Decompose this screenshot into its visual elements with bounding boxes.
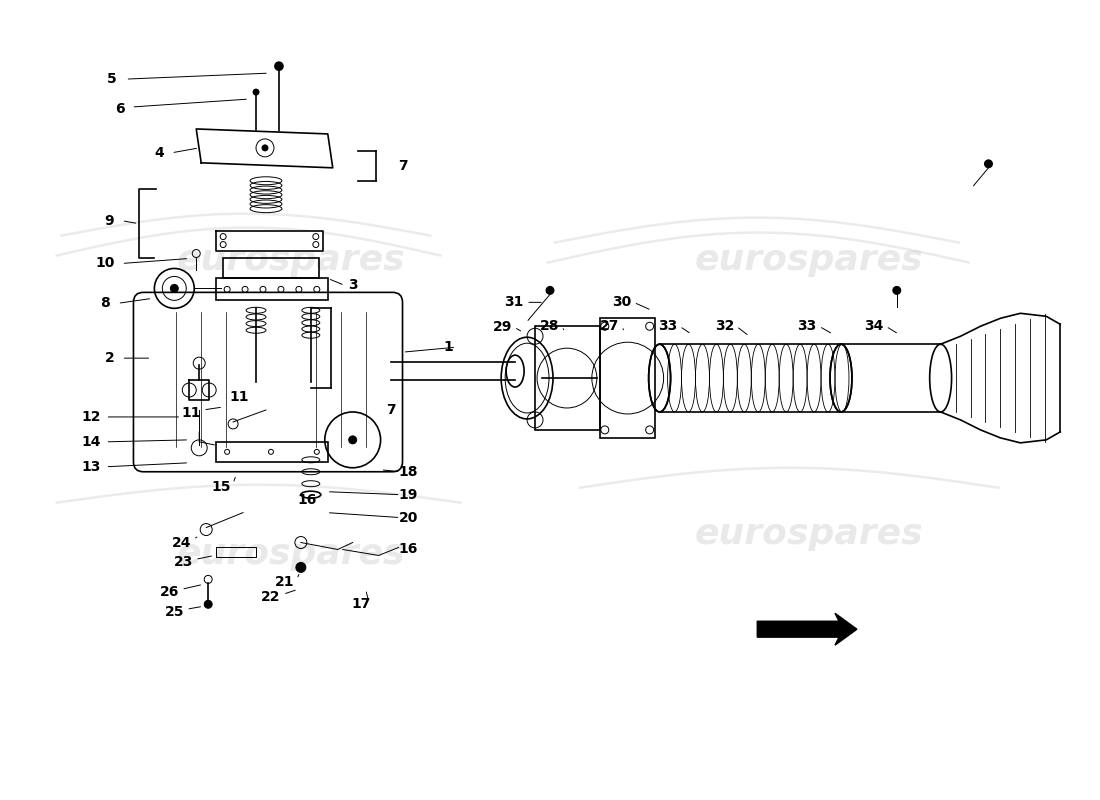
Text: 21: 21 <box>275 575 295 590</box>
Text: 3: 3 <box>348 278 358 292</box>
Circle shape <box>262 145 268 151</box>
Circle shape <box>170 285 178 292</box>
Text: 29: 29 <box>493 320 512 334</box>
Text: 17: 17 <box>351 598 371 611</box>
Text: 4: 4 <box>154 146 164 160</box>
Text: eurospares: eurospares <box>694 518 923 551</box>
Bar <box>217 442 328 462</box>
Circle shape <box>893 286 901 294</box>
Text: 28: 28 <box>540 319 560 334</box>
Text: 7: 7 <box>398 159 407 173</box>
Polygon shape <box>757 614 857 645</box>
Text: 7: 7 <box>386 403 395 417</box>
Text: 14: 14 <box>81 435 101 449</box>
Circle shape <box>984 160 992 168</box>
Text: 26: 26 <box>160 586 179 599</box>
Bar <box>217 278 328 300</box>
Text: 31: 31 <box>505 295 524 310</box>
Bar <box>223 258 319 278</box>
Text: 12: 12 <box>81 410 101 424</box>
Text: 1: 1 <box>443 340 453 354</box>
Text: 11: 11 <box>182 406 201 420</box>
Text: 25: 25 <box>165 606 184 619</box>
Bar <box>600 318 654 438</box>
Text: 27: 27 <box>601 319 619 334</box>
FancyBboxPatch shape <box>133 292 403 472</box>
Circle shape <box>253 89 258 95</box>
Circle shape <box>546 286 554 294</box>
Text: 18: 18 <box>398 465 418 478</box>
Text: 10: 10 <box>96 257 115 270</box>
Text: 13: 13 <box>81 460 101 474</box>
Text: 34: 34 <box>865 319 883 334</box>
Circle shape <box>205 600 212 608</box>
Text: 22: 22 <box>261 590 280 604</box>
Text: eurospares: eurospares <box>694 243 923 278</box>
Text: 20: 20 <box>399 510 418 525</box>
Text: 16: 16 <box>399 542 418 557</box>
Text: 30: 30 <box>612 295 631 310</box>
Bar <box>535 326 600 430</box>
Polygon shape <box>196 129 333 168</box>
Text: 9: 9 <box>104 214 114 228</box>
Text: 11: 11 <box>229 390 249 404</box>
Text: 5: 5 <box>107 72 117 86</box>
Text: eurospares: eurospares <box>176 538 405 571</box>
Text: 33: 33 <box>658 319 678 334</box>
Text: 16: 16 <box>297 493 317 506</box>
Text: eurospares: eurospares <box>176 243 405 278</box>
Text: 24: 24 <box>172 535 191 550</box>
Text: 6: 6 <box>114 102 124 116</box>
Circle shape <box>349 436 356 444</box>
Polygon shape <box>217 230 322 250</box>
Text: 15: 15 <box>211 480 231 494</box>
Text: 8: 8 <box>100 296 109 310</box>
Text: 33: 33 <box>798 319 816 334</box>
Circle shape <box>296 562 306 572</box>
Text: 2: 2 <box>104 351 114 365</box>
Circle shape <box>275 62 283 70</box>
Text: 32: 32 <box>715 319 734 334</box>
Text: 19: 19 <box>399 488 418 502</box>
Text: 23: 23 <box>174 555 192 570</box>
